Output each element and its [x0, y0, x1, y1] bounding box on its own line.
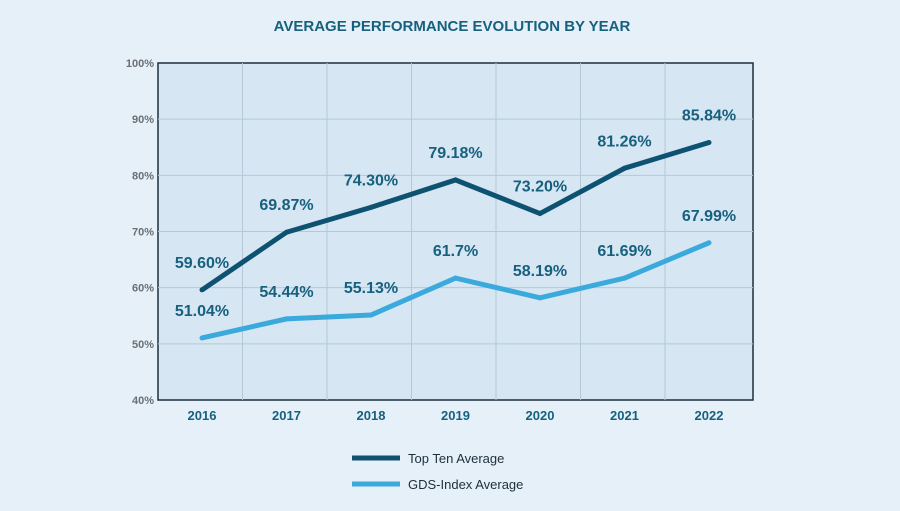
y-tick-label: 100%: [126, 58, 154, 70]
data-label: 81.26%: [597, 133, 651, 150]
x-tick-label: 2022: [695, 408, 724, 423]
data-label: 74.30%: [344, 172, 398, 189]
data-label: 79.18%: [428, 145, 482, 162]
gridlines: [158, 63, 753, 400]
data-point: [537, 295, 543, 301]
data-point: [453, 177, 458, 183]
chart-title: AVERAGE PERFORMANCE EVOLUTION BY YEAR: [274, 18, 631, 35]
legend: Top Ten Average GDS-Index Average: [352, 451, 523, 492]
y-tick-label: 60%: [132, 283, 154, 295]
data-label: 61.69%: [597, 243, 651, 260]
x-tick-label: 2018: [357, 408, 386, 423]
data-point: [284, 316, 289, 322]
data-label: 51.04%: [175, 303, 229, 320]
data-label: 67.99%: [682, 208, 736, 225]
data-point: [622, 275, 627, 281]
x-tick-label: 2019: [441, 408, 470, 423]
data-point: [537, 211, 543, 217]
data-point: [199, 287, 205, 293]
data-point: [368, 204, 374, 210]
data-label: 61.7%: [433, 243, 478, 260]
x-tick-label: 2020: [526, 408, 555, 423]
legend-label: Top Ten Average: [408, 451, 504, 466]
y-tick-label: 70%: [132, 227, 154, 239]
x-axis: 2016 2017 2018 2019 2020 2021 2022: [188, 408, 724, 423]
data-label: 55.13%: [344, 280, 398, 297]
legend-label: GDS-Index Average: [408, 477, 523, 492]
data-label: 58.19%: [513, 263, 567, 280]
y-tick-label: 90%: [132, 114, 154, 126]
data-label: 69.87%: [259, 197, 313, 214]
data-point: [706, 140, 712, 146]
y-tick-label: 80%: [132, 170, 154, 182]
y-tick-label: 40%: [132, 395, 154, 407]
y-axis: 40% 50% 60% 70% 80% 90% 100%: [126, 58, 154, 407]
data-point: [453, 275, 458, 281]
x-tick-label: 2016: [188, 408, 217, 423]
data-label: 73.20%: [513, 179, 567, 196]
data-label: 54.44%: [259, 284, 313, 301]
data-labels: 59.60% 69.87% 74.30% 79.18% 73.20% 81.26% 85.8…: [175, 108, 736, 320]
data-point: [622, 165, 627, 171]
data-point: [284, 229, 289, 235]
y-tick-label: 50%: [132, 339, 154, 351]
data-point: [199, 335, 205, 341]
data-label: 85.84%: [682, 108, 736, 125]
x-tick-label: 2017: [272, 408, 301, 423]
x-tick-label: 2021: [610, 408, 639, 423]
data-point: [368, 312, 374, 318]
data-point: [706, 240, 712, 246]
data-label: 59.60%: [175, 255, 229, 272]
series-lines: [199, 140, 712, 341]
